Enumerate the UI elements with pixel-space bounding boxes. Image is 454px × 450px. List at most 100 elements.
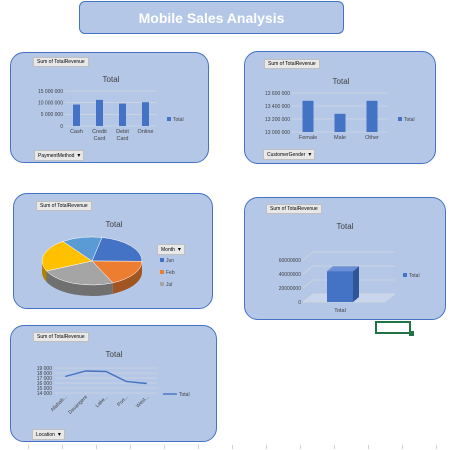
pie-chart-month: Total Jun Feb Jul — [41, 220, 175, 296]
column-gridline — [368, 445, 369, 449]
fill-handle[interactable] — [409, 331, 414, 336]
bar-online — [142, 102, 149, 126]
x-tick-label: Allahab... — [50, 394, 69, 413]
legend-label: Jun — [166, 258, 174, 264]
filter-label: Location — [36, 431, 55, 438]
bar-chart-payment-method: Total 0 5 000 000 10 000 000 15 000 000 Cash C… — [38, 75, 184, 142]
y-tick-label: 20000000 — [279, 286, 301, 292]
gridline — [302, 251, 314, 261]
x-tick-label: West... — [135, 394, 150, 409]
column-gridline — [62, 445, 63, 449]
chart-panel-location[interactable]: Sum of TotalRevenue Total 14 000 15 000 16 … — [10, 325, 217, 442]
column-chart-total: Total 0 20000000 40000000 60000000 Total Total — [279, 222, 420, 314]
x-tick-label: Port... — [116, 394, 130, 408]
field-button-sum-revenue[interactable]: Sum of TotalRevenue — [36, 201, 92, 211]
chart-title: Total — [106, 350, 123, 359]
filter-label: Month — [161, 246, 175, 253]
field-button-sum-revenue[interactable]: Sum of TotalRevenue — [33, 332, 89, 342]
pie-slice-feb — [91, 260, 143, 284]
bar-chart-customer-gender: Total 13 000 000 13 200 000 13 400 000 13 60… — [265, 77, 415, 141]
column-gridline — [164, 445, 165, 449]
y-tick-label: 15 000 — [37, 386, 53, 392]
field-button-sum-revenue[interactable]: Sum of TotalRevenue — [33, 57, 89, 67]
y-tick-label: 0 — [60, 124, 63, 130]
selected-cell[interactable] — [375, 321, 411, 334]
y-tick-label: 10 000 000 — [38, 100, 63, 106]
y-tick-label: 16 000 — [37, 381, 53, 387]
legend-swatch — [398, 117, 402, 121]
chart-panel-customer-gender[interactable]: Sum of TotalRevenue Total 13 000 000 13 20… — [244, 51, 436, 164]
legend-label: Total — [179, 392, 190, 398]
filter-label: PaymentMethod — [38, 152, 75, 159]
legend-swatch — [167, 117, 171, 121]
dropdown-arrow-icon: ▾ — [77, 153, 81, 159]
chart-panel-total[interactable]: Sum of TotalRevenue Total 0 20000000 400000… — [244, 197, 446, 320]
x-tick-label: Debit — [116, 129, 129, 135]
bar-male — [334, 113, 346, 132]
column-gridline — [198, 445, 199, 449]
legend-swatch — [160, 258, 164, 262]
legend-label: Feb — [166, 270, 175, 276]
legend-label: Total — [173, 117, 184, 123]
legend-label: Total — [409, 273, 420, 279]
column-gridline — [334, 445, 335, 449]
chart-panel-payment-method[interactable]: Sum of TotalRevenue Total 0 5 000 000 10 00… — [10, 52, 209, 163]
filter-button-month[interactable]: Month ▾ — [157, 244, 185, 255]
y-tick-label: 40000000 — [279, 272, 301, 278]
dashboard-title-box[interactable]: Mobile Sales Analysis — [79, 1, 344, 34]
x-tick-label: Davangere — [67, 394, 89, 416]
field-button-sum-revenue[interactable]: Sum of TotalRevenue — [266, 204, 322, 214]
chart-title: Total — [106, 220, 123, 229]
chart-title: Total — [103, 75, 120, 84]
column-gridline — [232, 445, 233, 449]
legend-swatch — [403, 273, 407, 277]
column-gridline — [96, 445, 97, 449]
column-gridline — [300, 445, 301, 449]
filter-button-payment-method[interactable]: PaymentMethod ▾ — [34, 150, 85, 161]
bar-credit-card — [96, 99, 103, 126]
bar-debit-card — [119, 103, 126, 126]
column-total — [327, 271, 353, 302]
y-tick-label: 18 000 — [37, 371, 53, 377]
x-tick-label: Card — [117, 136, 129, 142]
bar-female — [302, 100, 314, 132]
y-tick-label: 19 000 — [37, 366, 53, 372]
x-tick-label: Cash — [70, 129, 83, 135]
dashboard-title: Mobile Sales Analysis — [138, 9, 285, 26]
column-top — [327, 266, 359, 272]
x-tick-label: Lake... — [95, 394, 110, 409]
y-tick-label: 60000000 — [279, 258, 301, 264]
y-tick-label: 13 200 000 — [265, 117, 290, 123]
x-tick-label: Other — [365, 135, 379, 141]
chart-title: Total — [333, 77, 350, 86]
filter-button-customer-gender[interactable]: CustomerGender ▾ — [263, 149, 316, 160]
pie-slice-apr — [41, 241, 93, 272]
pie-slice-jul — [46, 260, 114, 286]
pie-slice-aug — [62, 236, 103, 262]
y-tick-label: 13 000 000 — [265, 130, 290, 136]
bar-cash — [73, 104, 80, 126]
legend-label: Jul — [166, 282, 172, 288]
legend-swatch — [160, 270, 164, 274]
filter-label: CustomerGender — [267, 151, 306, 158]
pie-slice-side — [112, 261, 142, 294]
y-tick-label: 14 000 — [37, 391, 53, 397]
x-tick-label: Male — [334, 135, 346, 141]
x-tick-label: Total — [334, 308, 346, 314]
filter-funnel-icon: ▾ — [177, 247, 181, 253]
x-tick-label: Card — [94, 136, 106, 142]
x-tick-label: Female — [299, 135, 317, 141]
legend-swatch — [160, 282, 164, 286]
dropdown-arrow-icon: ▾ — [308, 152, 312, 158]
y-tick-label: 13 400 000 — [265, 104, 290, 110]
dropdown-arrow-icon: ▾ — [57, 432, 61, 438]
pie-slice-side — [46, 270, 113, 296]
field-button-sum-revenue[interactable]: Sum of TotalRevenue — [264, 59, 320, 69]
chart-title: Total — [337, 222, 354, 231]
chart-panel-month[interactable]: Sum of TotalRevenue Total Jun Feb Jul Month… — [13, 193, 213, 309]
line-series-total — [65, 370, 147, 385]
filter-button-location[interactable]: Location ▾ — [32, 429, 65, 440]
column-side — [353, 266, 359, 302]
gridline — [302, 279, 314, 289]
